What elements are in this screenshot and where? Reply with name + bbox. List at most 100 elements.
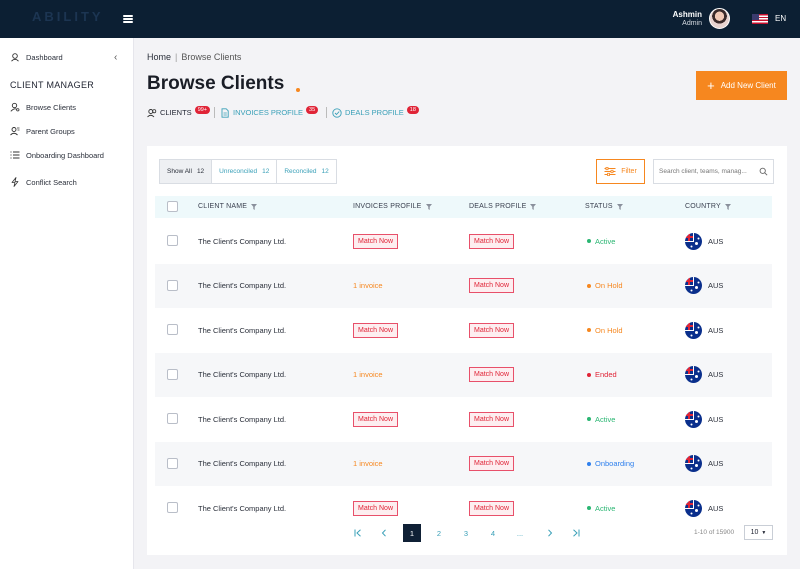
status-cell: Active — [587, 397, 615, 441]
client-name[interactable]: The Client's Company Ltd. — [198, 459, 287, 468]
prev-page-button[interactable] — [375, 524, 393, 542]
sidebar-item-parent-groups[interactable]: Parent Groups — [10, 123, 75, 139]
search-box — [653, 159, 774, 184]
filter-funnel-icon[interactable] — [530, 203, 537, 210]
column-header-country[interactable]: COUNTRY — [685, 203, 731, 210]
tab-invoices-profile[interactable]: INVOICES PROFILE 35 — [220, 105, 319, 119]
plus-icon: + — [707, 78, 715, 93]
client-name[interactable]: The Client's Company Ltd. — [198, 325, 287, 335]
per-page-select[interactable]: 10 ▼ — [744, 525, 773, 540]
table-row[interactable]: The Client's Company Ltd. 1 invoice Match … — [155, 263, 772, 308]
match-now-tag[interactable]: Match Now — [469, 233, 515, 249]
client-name[interactable]: The Client's Company Ltd. — [198, 414, 287, 424]
table-row[interactable]: The Client's Company Ltd. 1 invoice Match … — [155, 441, 772, 486]
app-logo[interactable]: ABILITY — [32, 9, 104, 24]
filter-funnel-icon[interactable] — [425, 203, 432, 210]
client-name[interactable]: The Client's Company Ltd. — [198, 503, 287, 513]
avatar[interactable] — [709, 8, 730, 29]
page-number-button[interactable]: 3 — [463, 528, 469, 538]
column-header-client-name[interactable]: CLIENT NAME — [198, 203, 258, 210]
sidebar-item-dashboard[interactable]: Dashboard — [10, 49, 63, 65]
client-name[interactable]: The Client's Company Ltd. — [198, 236, 287, 246]
first-page-button[interactable] — [349, 524, 367, 542]
menu-icon[interactable] — [123, 15, 133, 23]
deals-profile-cell: Match Now — [469, 442, 515, 486]
status-text: Active — [595, 236, 616, 246]
australia-flag-icon — [685, 366, 702, 383]
collapse-sidebar-icon[interactable]: ‹ — [114, 52, 118, 63]
segment-reconciled[interactable]: Reconciled 12 — [277, 160, 336, 183]
select-all-checkbox[interactable] — [167, 201, 178, 212]
status-cell: Active — [587, 486, 615, 530]
language-selector[interactable]: EN — [775, 14, 787, 23]
client-name[interactable]: The Client's Company Ltd. — [198, 370, 287, 379]
row-checkbox[interactable] — [167, 502, 178, 513]
status-text: Active — [595, 414, 616, 424]
match-now-tag[interactable]: Match Now — [469, 278, 515, 293]
breadcrumb: Home | Browse Clients — [147, 52, 241, 62]
search-icon[interactable] — [759, 167, 768, 176]
invoices-profile-cell: Match Now — [353, 308, 399, 352]
match-now-tag[interactable]: Match Now — [469, 456, 515, 471]
country-code: AUS — [708, 459, 724, 468]
match-now-tag[interactable]: Match Now — [353, 411, 399, 427]
client-name[interactable]: The Client's Company Ltd. — [198, 281, 287, 290]
table-row[interactable]: The Client's Company Ltd. Match Now Match … — [155, 397, 772, 441]
page-number-button[interactable]: 2 — [436, 528, 442, 538]
page-number-button[interactable]: 4 — [490, 528, 496, 538]
row-checkbox[interactable] — [167, 368, 178, 380]
status-text: Ended — [595, 370, 617, 379]
table-row[interactable]: The Client's Company Ltd. 1 invoice Match … — [155, 352, 772, 397]
match-now-tag[interactable]: Match Now — [353, 322, 399, 338]
match-now-tag[interactable]: Match Now — [353, 500, 399, 516]
breadcrumb-home[interactable]: Home — [147, 52, 172, 62]
row-checkbox[interactable] — [167, 413, 178, 424]
next-page-button[interactable] — [541, 524, 559, 542]
sidebar-item-browse-clients[interactable]: Browse Clients — [10, 99, 76, 115]
column-header-deals-profile[interactable]: DEALS PROFILE — [469, 203, 537, 210]
row-checkbox[interactable] — [167, 279, 178, 291]
invoice-count-link[interactable]: 1 invoice — [353, 370, 383, 379]
last-page-button[interactable] — [567, 524, 585, 542]
match-now-tag[interactable]: Match Now — [469, 367, 515, 382]
tab-deals-profile[interactable]: DEALS PROFILE 18 — [332, 105, 419, 119]
country-code: AUS — [708, 503, 724, 513]
table-row[interactable]: The Client's Company Ltd. Match Now Match … — [155, 308, 772, 352]
invoice-count-link[interactable]: 1 invoice — [353, 281, 383, 290]
match-now-tag[interactable]: Match Now — [469, 500, 515, 516]
column-header-invoices-profile[interactable]: INVOICES PROFILE — [353, 203, 432, 210]
page-number-button[interactable]: 1 — [403, 524, 421, 542]
breadcrumb-separator: | — [175, 52, 178, 62]
filter-funnel-icon[interactable] — [251, 203, 258, 210]
add-new-client-button[interactable]: + Add New Client — [696, 71, 787, 100]
table-row[interactable]: The Client's Company Ltd. Match Now Match … — [155, 486, 772, 530]
column-header-status[interactable]: STATUS — [585, 203, 623, 210]
filter-funnel-icon[interactable] — [616, 203, 623, 210]
sidebar-item-onboarding-dashboard[interactable]: Onboarding Dashboard — [10, 147, 104, 163]
status-text: Onboarding — [595, 459, 635, 468]
title-accent-dot — [296, 88, 300, 92]
tab-clients[interactable]: CLIENTS 99+ — [147, 105, 211, 119]
match-now-tag[interactable]: Match Now — [469, 322, 515, 338]
segment-count: 12 — [262, 168, 270, 175]
table-row[interactable]: The Client's Company Ltd. Match Now Match … — [155, 219, 772, 263]
match-now-tag[interactable]: Match Now — [469, 411, 515, 427]
match-now-tag[interactable]: Match Now — [353, 233, 399, 249]
row-checkbox[interactable] — [167, 235, 178, 246]
filter-funnel-icon[interactable] — [724, 203, 731, 210]
deals-profile-cell: Match Now — [469, 308, 515, 352]
sidebar-item-conflict-search[interactable]: Conflict Search — [10, 174, 77, 190]
reconcile-filter-segments: Show All 12 Unreconciled 12 Reconciled 12 — [159, 159, 337, 184]
australia-flag-icon — [685, 232, 702, 250]
filter-button[interactable]: Filter — [596, 159, 645, 184]
users-icon — [10, 127, 20, 136]
user-search-icon — [10, 102, 20, 112]
country-cell: AUS — [685, 353, 723, 397]
row-checkbox[interactable] — [167, 324, 178, 335]
invoice-count-link[interactable]: 1 invoice — [353, 459, 383, 468]
us-flag-icon[interactable] — [752, 14, 768, 24]
segment-unreconciled[interactable]: Unreconciled 12 — [212, 160, 278, 183]
search-input[interactable] — [659, 168, 758, 175]
row-checkbox[interactable] — [167, 457, 178, 469]
segment-show-all[interactable]: Show All 12 — [160, 160, 213, 183]
